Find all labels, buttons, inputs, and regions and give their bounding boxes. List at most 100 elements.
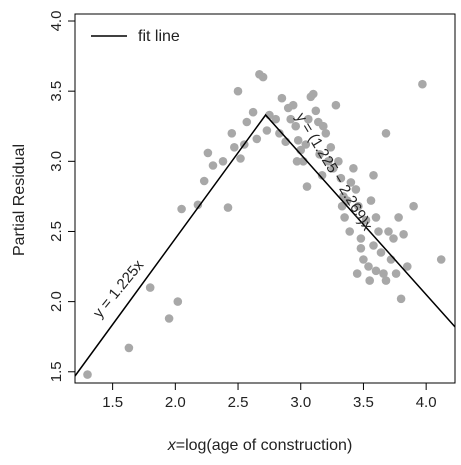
data-point-7 <box>199 176 209 186</box>
data-point-83 <box>365 276 375 285</box>
data-point-43 <box>321 129 331 138</box>
data-point-24 <box>271 114 281 124</box>
y-axis: 1.5 2.0 2.5 3.0 3.5 4.0 <box>48 11 75 382</box>
fit-line <box>74 113 456 377</box>
x-tick-label: 2.0 <box>165 394 186 411</box>
data-point-45 <box>326 143 336 152</box>
data-point-39 <box>311 106 321 116</box>
data-point-77 <box>409 201 418 211</box>
data-point-75 <box>399 230 408 239</box>
data-point-30 <box>288 100 298 110</box>
data-point-69 <box>384 227 393 236</box>
x-axis-title-var: x <box>167 437 177 454</box>
x-tick-label: 4.0 <box>416 394 437 411</box>
data-point-64 <box>371 213 381 222</box>
data-point-54 <box>346 178 356 187</box>
y-axis-title: Partial Residual <box>11 144 28 256</box>
data-point-63 <box>369 241 378 250</box>
data-point-41 <box>315 150 324 159</box>
data-point-55 <box>349 164 358 173</box>
data-point-1 <box>124 343 134 353</box>
data-point-58 <box>356 234 366 243</box>
y-tick-label: 4.0 <box>48 11 65 32</box>
data-point-85 <box>371 266 381 276</box>
data-point-72 <box>391 269 401 278</box>
data-point-35 <box>301 140 311 149</box>
data-point-57 <box>354 201 363 211</box>
data-point-84 <box>352 269 362 278</box>
x-axis-title: x=log(age of construction) <box>167 437 353 454</box>
data-point-74 <box>396 294 406 304</box>
data-point-38 <box>309 89 318 99</box>
data-point-49 <box>336 173 346 183</box>
data-point-62 <box>366 196 376 205</box>
data-point-51 <box>340 213 349 222</box>
data-point-56 <box>351 185 361 194</box>
data-point-11 <box>223 203 233 212</box>
data-point-48 <box>334 157 343 166</box>
legend-label: fit line <box>138 28 180 45</box>
data-point-3 <box>164 314 174 323</box>
data-point-60 <box>361 215 371 225</box>
data-point-61 <box>364 262 373 271</box>
data-point-0 <box>83 370 92 379</box>
x-axis: 1.5 2.0 2.5 3.0 3.5 4.0 <box>102 383 437 411</box>
data-point-22 <box>262 126 272 135</box>
data-point-81 <box>381 129 391 138</box>
data-point-18 <box>248 107 258 117</box>
data-point-78 <box>418 79 427 89</box>
data-point-10 <box>218 157 228 166</box>
x-tick-label: 3.5 <box>353 394 374 411</box>
data-point-4 <box>173 297 183 306</box>
data-point-2 <box>145 283 155 292</box>
y-tick-label: 3.0 <box>48 151 65 172</box>
data-point-47 <box>331 100 341 110</box>
legend: fit line <box>91 28 180 45</box>
y-tick-label: 2.5 <box>48 221 65 242</box>
fit-line-layer <box>74 113 456 377</box>
data-point-53 <box>345 227 355 236</box>
data-point-29 <box>286 114 296 124</box>
data-point-67 <box>379 269 388 278</box>
data-point-31 <box>291 121 301 131</box>
data-point-14 <box>233 86 243 96</box>
data-point-71 <box>389 234 398 243</box>
data-point-86 <box>302 182 312 191</box>
data-point-42 <box>317 171 327 180</box>
plot-frame <box>74 13 456 384</box>
data-point-87 <box>292 157 302 166</box>
data-point-82 <box>356 244 366 253</box>
data-point-13 <box>230 143 239 152</box>
data-point-80 <box>369 171 378 180</box>
y-tick-label: 3.5 <box>48 81 65 102</box>
data-point-15 <box>236 154 245 163</box>
data-point-79 <box>436 255 446 264</box>
data-point-8 <box>203 148 213 158</box>
x-tick-label: 2.5 <box>228 394 249 411</box>
y-tick-label: 2.0 <box>48 291 65 312</box>
y-tick-label: 1.5 <box>48 361 65 382</box>
data-point-17 <box>242 117 252 127</box>
data-point-88 <box>319 121 328 131</box>
x-axis-title-rest: =log(age of construction) <box>176 437 353 454</box>
data-point-5 <box>177 204 186 214</box>
data-point-73 <box>394 213 403 222</box>
data-point-25 <box>275 129 284 138</box>
data-point-26 <box>277 93 287 103</box>
data-point-19 <box>252 134 262 144</box>
data-point-76 <box>403 262 412 271</box>
data-point-66 <box>376 248 386 257</box>
scatter-points <box>83 70 446 379</box>
data-point-9 <box>208 161 218 170</box>
x-tick-label: 1.5 <box>102 394 123 411</box>
data-point-36 <box>304 114 313 124</box>
data-point-32 <box>293 136 303 145</box>
data-point-21 <box>258 72 268 82</box>
x-tick-label: 3.0 <box>290 394 311 411</box>
data-point-6 <box>193 200 203 210</box>
data-point-46 <box>329 164 338 173</box>
data-point-44 <box>324 157 333 166</box>
data-point-59 <box>359 255 368 264</box>
data-point-68 <box>381 276 391 285</box>
